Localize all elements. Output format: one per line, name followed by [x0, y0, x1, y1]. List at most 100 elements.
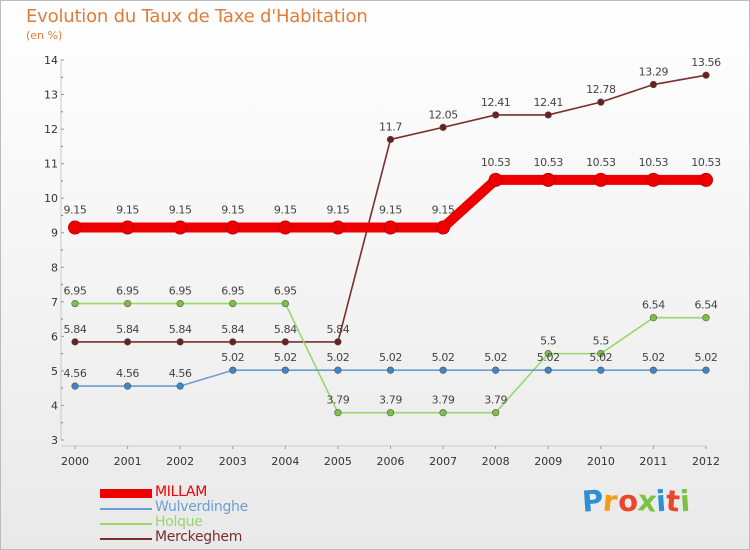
- data-point: [699, 172, 713, 187]
- data-label: 9.15: [169, 204, 192, 217]
- x-tick-label: 2007: [429, 455, 457, 468]
- data-point: [593, 172, 608, 187]
- data-point: [173, 220, 188, 235]
- y-tick-label: 12: [44, 123, 58, 136]
- data-label: 5.84: [221, 323, 244, 336]
- data-point: [649, 366, 658, 374]
- logo-letter: o: [616, 483, 639, 519]
- legend-item-wulverdinghe: Wulverdinghe: [100, 500, 400, 516]
- data-label: 5.02: [484, 351, 507, 364]
- data-label: 10.53: [481, 156, 511, 169]
- data-label: 5.84: [169, 323, 192, 336]
- data-label: 5.02: [326, 351, 349, 364]
- y-tick-label: 9: [51, 227, 58, 240]
- data-point: [544, 350, 552, 358]
- series-millam: 9.15 9.15 9.15 9.15 9.15 9.15 9.15 9.15 10.53 10.…: [64, 156, 722, 235]
- y-tick-label: 14: [44, 54, 58, 67]
- data-point: [383, 220, 398, 235]
- legend-item-holque: Holque: [100, 515, 400, 531]
- data-point: [492, 366, 500, 374]
- data-label: 12.41: [481, 96, 511, 109]
- data-point: [176, 382, 184, 390]
- data-label: 9.15: [64, 204, 87, 217]
- data-point: [123, 299, 132, 308]
- x-tick-label: 2005: [324, 455, 352, 468]
- data-label: 10.53: [586, 156, 616, 169]
- proxiti-logo: Proxiti: [581, 483, 692, 519]
- data-label: 5.02: [642, 351, 665, 364]
- legend-swatch: [100, 508, 152, 510]
- data-point: [176, 299, 184, 308]
- data-label: 9.15: [274, 204, 297, 217]
- data-label: 9.15: [432, 204, 455, 217]
- data-point: [334, 366, 342, 374]
- data-label: 5.84: [64, 323, 87, 336]
- series-holque: 6.95 6.95 6.95 6.95 6.95 3.79 3.79 3.79 3.79 5.5 5…: [64, 285, 718, 417]
- data-label: 10.53: [639, 156, 669, 169]
- data-point: [281, 366, 289, 374]
- data-label: 6.95: [169, 285, 192, 298]
- data-label: 5.02: [537, 351, 560, 364]
- data-label: 5.02: [221, 351, 244, 364]
- data-label: 5.5: [540, 335, 557, 348]
- data-point: [646, 172, 661, 187]
- data-point: [278, 220, 293, 235]
- data-label: 3.79: [484, 394, 507, 407]
- chart-title: Evolution du Taux de Taxe d'Habitation: [26, 6, 368, 27]
- data-point: [702, 71, 710, 79]
- y-unit-label: (en %): [26, 29, 63, 42]
- data-label: 5.02: [274, 351, 297, 364]
- data-label: 5.84: [274, 323, 297, 336]
- data-point: [71, 338, 79, 346]
- data-label: 5.02: [589, 351, 612, 364]
- data-label: 3.79: [326, 394, 349, 407]
- data-point: [541, 172, 556, 187]
- logo-letter: i: [678, 483, 692, 519]
- data-label: 9.15: [326, 204, 349, 217]
- data-point: [544, 366, 552, 374]
- data-point: [68, 220, 82, 235]
- data-label: 10.53: [534, 156, 564, 169]
- data-point: [334, 338, 342, 346]
- legend-item-merckeghem: Merckeghem: [100, 529, 400, 546]
- data-label: 5.84: [116, 323, 139, 336]
- y-tick-label: 8: [51, 261, 58, 274]
- data-point: [386, 409, 395, 417]
- data-point: [702, 314, 710, 322]
- data-label: 6.54: [695, 299, 718, 312]
- data-point: [492, 111, 500, 119]
- legend-item-millam: MILLAM: [100, 484, 400, 501]
- data-point: [229, 299, 237, 308]
- data-label: 5.02: [695, 351, 718, 364]
- data-label: 9.15: [116, 204, 139, 217]
- data-label: 9.15: [379, 204, 402, 217]
- data-point: [386, 135, 395, 144]
- legend-label: MILLAM: [155, 484, 207, 500]
- data-point: [71, 299, 79, 308]
- data-point: [123, 382, 132, 390]
- x-tick-label: 2006: [377, 455, 405, 468]
- data-label: 6.95: [221, 285, 244, 298]
- x-tick-label: 2001: [114, 455, 142, 468]
- data-point: [176, 338, 184, 346]
- legend-label: Merckeghem: [155, 529, 243, 545]
- data-point: [436, 220, 451, 235]
- data-label: 3.79: [379, 394, 402, 407]
- data-point: [330, 220, 345, 235]
- data-point: [488, 172, 503, 187]
- data-label: 3.79: [432, 394, 455, 407]
- data-point: [597, 366, 605, 374]
- x-tick-label: 2000: [61, 455, 89, 468]
- series-wulverdinghe: 4.56 4.56 4.56 5.02 5.02 5.02 5.02 5.02 5.02 5.02…: [64, 351, 718, 390]
- series-merckeghem: 5.84 5.84 5.84 5.84 5.84 5.84 11.7 12.05 12.41 12…: [64, 56, 722, 346]
- data-point: [281, 338, 289, 346]
- data-label: 5.84: [326, 323, 349, 336]
- data-label: 5.5: [593, 335, 610, 348]
- data-label: 11.7: [379, 120, 402, 133]
- data-label: 6.54: [642, 299, 665, 312]
- data-point: [123, 338, 132, 346]
- data-label: 4.56: [116, 367, 139, 380]
- y-tick-label: 13: [44, 89, 58, 102]
